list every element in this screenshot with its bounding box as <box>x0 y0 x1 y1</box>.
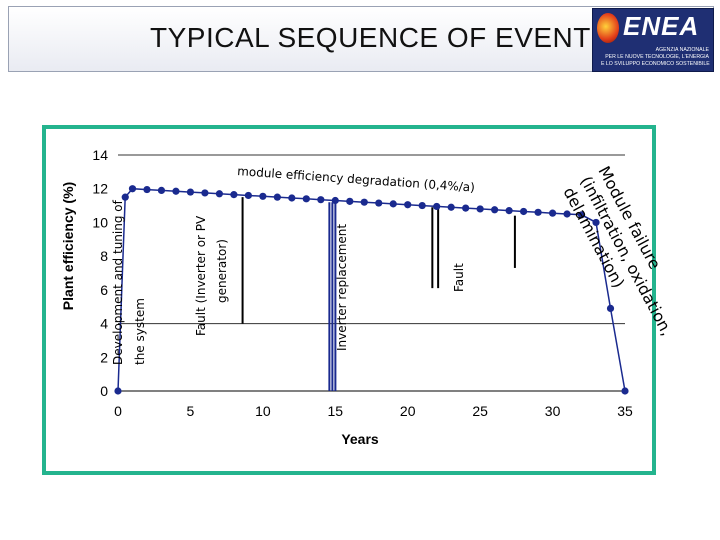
data-point <box>114 387 122 395</box>
data-point <box>563 210 571 218</box>
y-axis-label: Plant efficiency (%) <box>60 182 76 310</box>
y-tick-label: 6 <box>100 282 108 298</box>
data-point <box>621 387 629 395</box>
data-point <box>491 206 499 214</box>
data-point <box>288 194 296 202</box>
x-tick-label: 20 <box>400 403 416 419</box>
data-point <box>215 190 223 198</box>
data-point <box>186 188 195 196</box>
data-point <box>157 186 166 194</box>
x-tick-label: 25 <box>472 403 488 419</box>
y-tick-label: 12 <box>92 181 108 197</box>
annotation-degradation: module efficiency degradation (0,4%/a) <box>237 164 476 195</box>
event-markers <box>241 197 516 391</box>
data-point <box>201 189 209 197</box>
logo-line-1: AGENZIA NAZIONALE <box>655 47 709 53</box>
y-tick-label: 8 <box>100 248 108 264</box>
data-point <box>375 199 383 207</box>
enea-emblem-icon <box>597 13 619 43</box>
logo-line-2: PER LE NUOVE TECNOLOGIE, L'ENERGIA <box>605 54 709 60</box>
y-tick-labels: 0 2 4 6 8 10 12 14 <box>92 147 108 399</box>
data-point <box>317 196 325 204</box>
data-point <box>302 195 310 203</box>
annotation-fault-inverter-1: Fault (Inverter or PV <box>194 215 208 336</box>
y-tick-label: 14 <box>92 147 108 163</box>
y-tick-label: 0 <box>100 383 108 399</box>
data-point <box>534 208 542 216</box>
data-point <box>520 207 528 216</box>
grid-layer <box>118 154 625 392</box>
x-tick-label: 30 <box>545 403 561 419</box>
y-tick-label: 2 <box>100 349 108 365</box>
data-point <box>476 205 484 213</box>
y-tick-label: 10 <box>92 214 108 230</box>
data-point <box>505 207 513 215</box>
annotation-development-2: the system <box>133 298 147 365</box>
x-tick-label: 35 <box>617 403 633 419</box>
data-point <box>433 202 441 211</box>
annotation-inverter-replacement: Inverter replacement <box>335 224 349 351</box>
data-point <box>577 211 586 219</box>
x-tick-labels: 0 5 10 15 20 25 30 35 <box>114 403 633 419</box>
annotation-fault-inverter-2: generator) <box>215 239 229 303</box>
data-point <box>273 193 281 201</box>
x-tick-label: 10 <box>255 403 271 419</box>
y-tick-label: 4 <box>100 316 108 332</box>
data-point <box>447 203 455 211</box>
data-point <box>259 192 267 200</box>
logo-line-3: E LO SVILUPPO ECONOMICO SOSTENIBILE <box>601 61 710 67</box>
data-point <box>389 200 397 208</box>
annotation-fault: Fault <box>452 263 466 292</box>
logo-wordmark: ENEA <box>623 11 700 41</box>
data-point <box>592 218 600 227</box>
chart-frame <box>42 125 656 475</box>
data-point <box>230 191 238 199</box>
x-tick-label: 0 <box>114 403 122 419</box>
data-point <box>244 191 252 200</box>
data-point <box>143 185 151 194</box>
data-point <box>346 197 354 205</box>
data-point <box>404 201 412 209</box>
x-axis-label: Years <box>341 431 379 447</box>
data-point <box>606 304 615 312</box>
data-point <box>331 196 339 205</box>
data-point <box>360 198 368 206</box>
data-point <box>172 187 180 195</box>
data-point <box>462 204 470 212</box>
page-title: TYPICAL SEQUENCE OF EVENTS <box>150 22 611 53</box>
series-layer <box>114 185 629 395</box>
annotation-development-1: Development and tuning of <box>111 199 125 365</box>
x-tick-label: 5 <box>187 403 195 419</box>
data-point <box>128 185 137 193</box>
data-point <box>418 201 426 210</box>
data-point <box>548 209 557 217</box>
enea-logo: ENEA AGENZIA NAZIONALE PER LE NUOVE TECN… <box>592 8 714 72</box>
data-point <box>121 193 129 201</box>
x-tick-label: 15 <box>327 403 343 419</box>
